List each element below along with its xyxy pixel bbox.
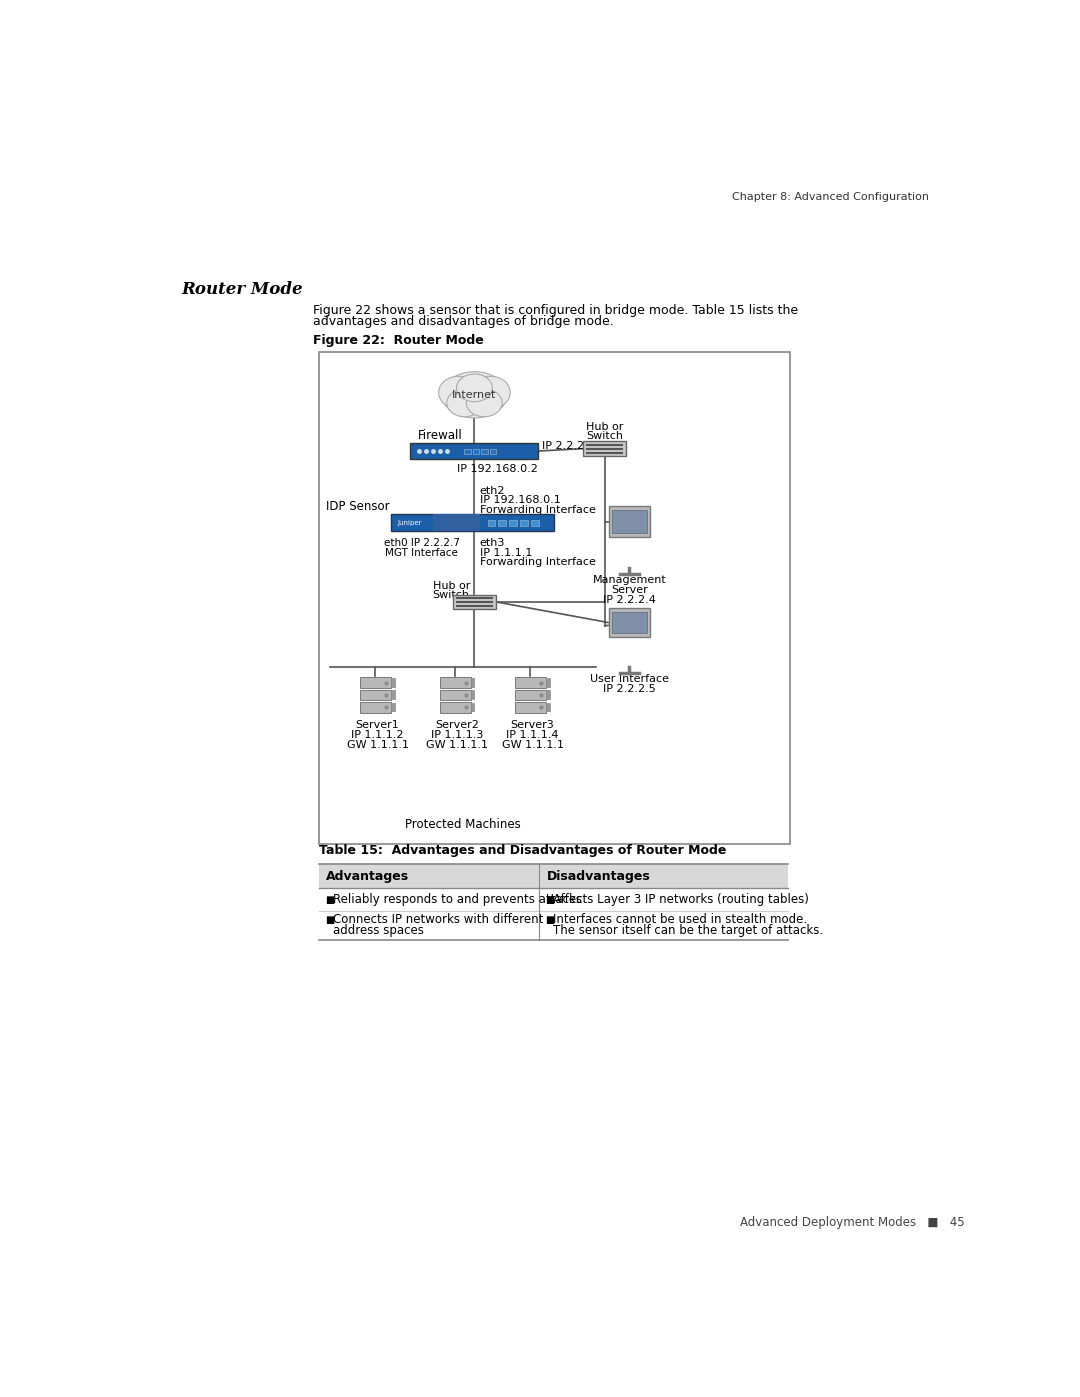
Text: Figure 22:  Router Mode: Figure 22: Router Mode (313, 334, 484, 348)
FancyBboxPatch shape (515, 703, 545, 712)
Text: IP 1.1.1.1: IP 1.1.1.1 (480, 548, 532, 557)
Text: ■: ■ (545, 895, 555, 905)
Text: MGT Interface: MGT Interface (386, 548, 458, 557)
Text: Server3: Server3 (511, 719, 554, 731)
FancyBboxPatch shape (521, 520, 528, 527)
Text: Server: Server (611, 585, 648, 595)
Text: IDP Sensor: IDP Sensor (326, 500, 390, 513)
FancyBboxPatch shape (319, 865, 788, 887)
FancyBboxPatch shape (515, 710, 550, 712)
Text: GW 1.1.1.1: GW 1.1.1.1 (501, 740, 564, 750)
FancyBboxPatch shape (391, 678, 394, 686)
Text: Advantages: Advantages (326, 869, 409, 883)
FancyBboxPatch shape (515, 678, 545, 689)
FancyBboxPatch shape (391, 690, 394, 698)
Text: Affects Layer 3 IP networks (routing tables): Affects Layer 3 IP networks (routing tab… (553, 894, 809, 907)
FancyBboxPatch shape (410, 443, 538, 458)
Text: advantages and disadvantages of bridge mode.: advantages and disadvantages of bridge m… (313, 316, 615, 328)
Ellipse shape (457, 374, 492, 402)
Text: eth0 IP 2.2.2.7: eth0 IP 2.2.2.7 (383, 538, 460, 549)
Ellipse shape (467, 388, 502, 416)
Text: Server1: Server1 (355, 719, 400, 731)
Text: Reliably responds to and prevents attacks: Reliably responds to and prevents attack… (333, 894, 582, 907)
Text: Internet: Internet (453, 390, 497, 400)
FancyBboxPatch shape (471, 703, 474, 711)
FancyBboxPatch shape (360, 703, 391, 712)
Text: eth2: eth2 (480, 486, 505, 496)
Text: Advanced Deployment Modes   ■   45: Advanced Deployment Modes ■ 45 (740, 1215, 964, 1229)
Text: IP 192.168.0.1: IP 192.168.0.1 (480, 496, 561, 506)
Ellipse shape (471, 376, 510, 409)
Text: ■: ■ (325, 895, 334, 905)
Text: User Interface: User Interface (590, 673, 669, 685)
FancyBboxPatch shape (319, 352, 789, 844)
Text: Server2: Server2 (435, 719, 480, 731)
FancyBboxPatch shape (545, 703, 550, 711)
Text: GW 1.1.1.1: GW 1.1.1.1 (347, 740, 408, 750)
Text: IP 1.1.1.4: IP 1.1.1.4 (507, 731, 558, 740)
Ellipse shape (438, 376, 477, 409)
FancyBboxPatch shape (612, 612, 647, 633)
FancyBboxPatch shape (545, 678, 550, 686)
FancyBboxPatch shape (473, 448, 480, 454)
FancyBboxPatch shape (531, 520, 539, 527)
Text: Firewall: Firewall (418, 429, 462, 441)
FancyBboxPatch shape (360, 678, 391, 689)
FancyBboxPatch shape (440, 703, 471, 712)
FancyBboxPatch shape (490, 448, 496, 454)
Text: Disadvantages: Disadvantages (548, 869, 651, 883)
Text: IP 2.2.2.1: IP 2.2.2.1 (542, 441, 595, 451)
Text: Switch: Switch (433, 590, 470, 599)
FancyBboxPatch shape (609, 507, 649, 538)
Ellipse shape (442, 372, 507, 418)
Text: Switch: Switch (586, 432, 623, 441)
Text: Connects IP networks with different: Connects IP networks with different (333, 914, 543, 926)
Text: Chapter 8: Advanced Configuration: Chapter 8: Advanced Configuration (732, 191, 930, 203)
Text: Protected Machines: Protected Machines (405, 819, 521, 831)
FancyBboxPatch shape (471, 678, 474, 686)
FancyBboxPatch shape (510, 520, 517, 527)
FancyBboxPatch shape (391, 703, 394, 711)
Text: Router Mode: Router Mode (181, 281, 303, 298)
FancyBboxPatch shape (471, 690, 474, 698)
Text: eth3: eth3 (480, 538, 505, 549)
FancyBboxPatch shape (440, 710, 474, 712)
Text: GW 1.1.1.1: GW 1.1.1.1 (427, 740, 488, 750)
FancyBboxPatch shape (488, 520, 496, 527)
Text: address spaces: address spaces (333, 925, 423, 937)
Text: Figure 22 shows a sensor that is configured in bridge mode. Table 15 lists the: Figure 22 shows a sensor that is configu… (313, 303, 798, 317)
FancyBboxPatch shape (360, 690, 391, 700)
FancyBboxPatch shape (499, 520, 507, 527)
FancyBboxPatch shape (609, 608, 649, 637)
Ellipse shape (447, 388, 483, 416)
FancyBboxPatch shape (360, 710, 394, 712)
Text: Hub or: Hub or (432, 581, 470, 591)
Text: Interfaces cannot be used in stealth mode.: Interfaces cannot be used in stealth mod… (553, 914, 808, 926)
Text: IP 2.2.2.4: IP 2.2.2.4 (603, 595, 656, 605)
FancyBboxPatch shape (464, 448, 471, 454)
FancyBboxPatch shape (391, 514, 554, 531)
FancyBboxPatch shape (440, 690, 471, 700)
FancyBboxPatch shape (612, 510, 647, 534)
Text: Forwarding Interface: Forwarding Interface (480, 504, 596, 514)
Text: Hub or: Hub or (586, 422, 623, 432)
Text: IP 192.168.0.2: IP 192.168.0.2 (457, 464, 538, 475)
FancyBboxPatch shape (453, 595, 496, 609)
Text: IP 2.2.2.5: IP 2.2.2.5 (603, 685, 656, 694)
Text: Management: Management (593, 576, 666, 585)
Text: Juniper: Juniper (397, 520, 421, 525)
Text: The sensor itself can be the target of attacks.: The sensor itself can be the target of a… (553, 925, 823, 937)
FancyBboxPatch shape (545, 690, 550, 698)
FancyBboxPatch shape (482, 448, 488, 454)
Text: IP 1.1.1.3: IP 1.1.1.3 (431, 731, 484, 740)
FancyBboxPatch shape (440, 678, 471, 689)
FancyBboxPatch shape (583, 441, 626, 457)
FancyBboxPatch shape (515, 690, 545, 700)
FancyBboxPatch shape (433, 514, 480, 531)
Text: ■: ■ (325, 915, 334, 925)
Text: ■: ■ (545, 915, 555, 925)
Text: Table 15:  Advantages and Disadvantages of Router Mode: Table 15: Advantages and Disadvantages o… (319, 844, 726, 858)
Text: Forwarding Interface: Forwarding Interface (480, 557, 596, 567)
Text: IP 1.1.1.2: IP 1.1.1.2 (351, 731, 404, 740)
